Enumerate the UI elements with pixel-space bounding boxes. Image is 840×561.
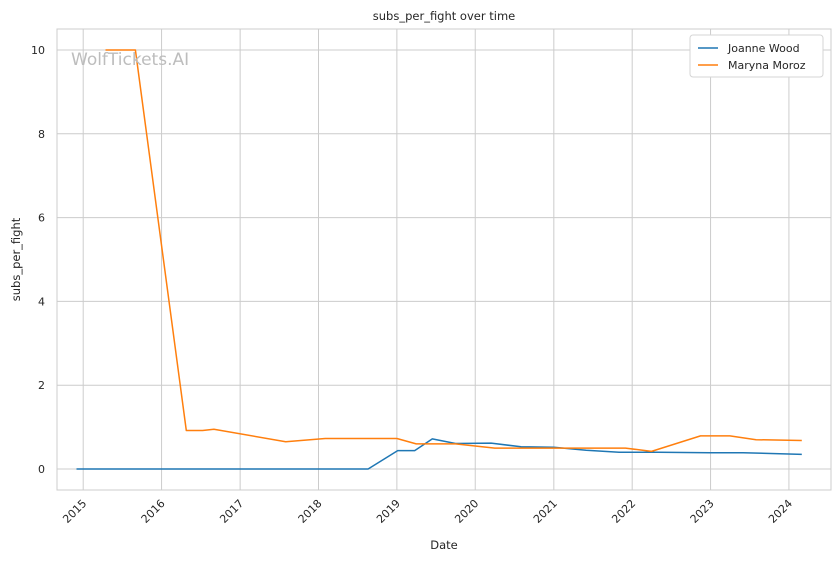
legend: Joanne Wood Maryna Moroz xyxy=(689,34,824,78)
series-line-1 xyxy=(105,49,802,453)
y-tick-label: 10 xyxy=(31,44,45,57)
y-tick-label: 4 xyxy=(38,295,45,308)
series-line-0 xyxy=(76,438,802,470)
watermark-text: WolfTickets.AI xyxy=(71,50,189,70)
legend-label-1: Maryna Moroz xyxy=(728,59,806,72)
x-tick-label: 2015 xyxy=(60,497,89,526)
series-lines xyxy=(76,49,802,470)
y-tick-label: 2 xyxy=(38,379,45,392)
x-tick-label: 2017 xyxy=(217,497,246,526)
y-axis-label: subs_per_fight xyxy=(9,217,23,301)
x-axis-label: Date xyxy=(430,538,458,552)
y-tick-label: 0 xyxy=(38,463,45,476)
x-tick-label: 2021 xyxy=(531,497,560,526)
x-tick-label: 2018 xyxy=(296,497,325,526)
x-tick-label: 2016 xyxy=(139,497,168,526)
legend-box xyxy=(689,34,824,78)
legend-label-0: Joanne Wood xyxy=(727,42,800,55)
x-tick-label: 2023 xyxy=(688,497,717,526)
x-tick-label: 2020 xyxy=(452,497,481,526)
y-tick-label: 8 xyxy=(38,128,45,141)
y-tick-labels: 0 2 4 6 8 10 xyxy=(31,44,45,476)
x-tick-label: 2019 xyxy=(374,497,403,526)
chart-title: subs_per_fight over time xyxy=(373,9,515,23)
x-tick-label: 2022 xyxy=(609,497,638,526)
grid-layer xyxy=(57,29,831,490)
x-tick-label: 2024 xyxy=(766,497,795,526)
plot-frame xyxy=(56,28,832,491)
y-tick-label: 6 xyxy=(38,212,45,225)
x-tick-labels: 2015 2016 2017 2018 2019 2020 2021 2022 2023 2024 xyxy=(60,497,795,526)
